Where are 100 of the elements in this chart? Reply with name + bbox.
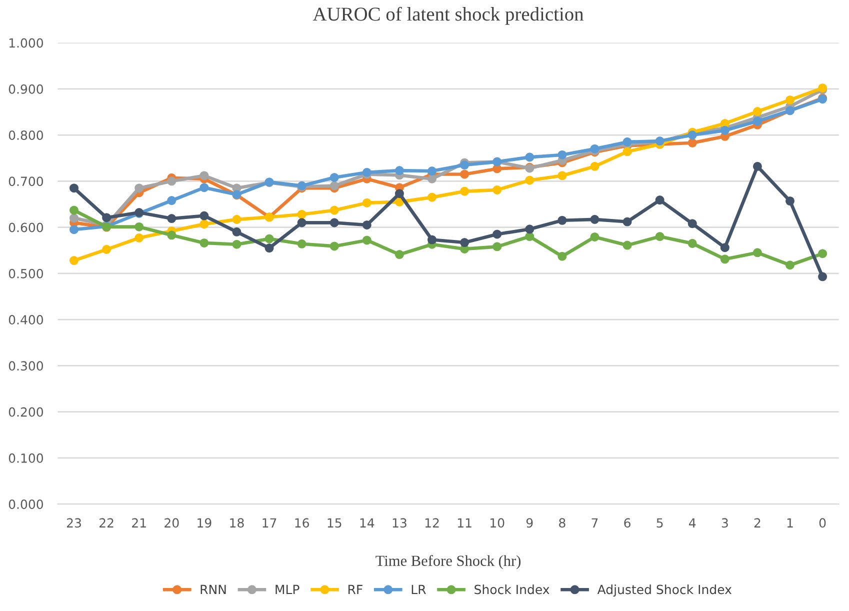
x-tick-label: 14 (360, 518, 374, 528)
x-tick-label: 7 (592, 518, 598, 528)
y-tick-label: 0.500 (8, 268, 44, 278)
point (264, 234, 274, 244)
x-tick-label: 21 (132, 518, 146, 528)
point (525, 232, 534, 242)
x-tick-label: 3 (722, 518, 728, 528)
point (720, 254, 730, 264)
point (622, 137, 632, 146)
x-tick-label: 22 (100, 518, 114, 528)
point (688, 138, 697, 148)
point (264, 244, 274, 253)
point (200, 220, 209, 229)
point (69, 184, 79, 193)
point (69, 214, 79, 223)
point (655, 196, 664, 205)
point (785, 260, 795, 270)
point (362, 220, 372, 230)
y-tick-label: 1.000 (9, 38, 44, 48)
x-axis-title: Time Before Shock (hr) (376, 555, 521, 570)
point (558, 150, 567, 160)
point (200, 183, 209, 192)
point (394, 166, 404, 176)
point (167, 230, 176, 240)
point (427, 192, 437, 202)
point (297, 218, 306, 228)
legend-label: MLP (276, 584, 300, 594)
point (167, 196, 176, 206)
y-tick-label: 0.900 (8, 84, 44, 94)
point (200, 171, 209, 180)
point (558, 252, 567, 261)
legend-label: Shock Index (474, 584, 550, 594)
point (818, 249, 828, 258)
point (69, 206, 79, 215)
point (427, 174, 437, 184)
y-tick-label: 0.600 (8, 222, 44, 232)
point (785, 95, 795, 104)
point (460, 160, 470, 170)
x-tick-label: 1 (787, 518, 793, 528)
point (232, 240, 242, 249)
y-tick-label: 0.300 (8, 361, 44, 371)
point (492, 185, 502, 194)
point (590, 232, 600, 242)
point (752, 116, 762, 126)
point (688, 238, 697, 248)
point (232, 214, 242, 224)
point (134, 222, 144, 232)
x-tick-label: 13 (392, 518, 406, 528)
point (200, 238, 209, 248)
x-tick-label: 12 (425, 518, 439, 528)
legend-label: Adjusted Shock Index (597, 584, 732, 597)
x-tick-label: 0 (819, 518, 826, 528)
point (525, 176, 534, 185)
x-tick-label: 4 (688, 518, 696, 528)
x-tick-label: 2 (754, 518, 760, 528)
point (330, 242, 339, 251)
point (558, 216, 567, 225)
x-tick-label: 5 (656, 518, 663, 528)
point (362, 198, 372, 208)
point (297, 239, 306, 248)
y-tick-label: 0.700 (8, 176, 44, 186)
x-tick-label: 9 (526, 518, 533, 528)
point (590, 162, 600, 171)
point (785, 196, 795, 206)
point (655, 232, 664, 242)
x-tick-label: 15 (328, 518, 342, 528)
point (427, 166, 437, 176)
x-tick-label: 10 (490, 518, 504, 528)
point (688, 219, 697, 228)
point (720, 243, 730, 252)
point (688, 130, 697, 140)
y-tick-label: 0.000 (8, 500, 44, 509)
point (69, 256, 79, 266)
y-tick-label: 0.100 (8, 453, 44, 463)
point (297, 210, 306, 219)
y-tick-label: 0.200 (8, 407, 44, 417)
point (590, 214, 600, 224)
point (330, 218, 339, 228)
point (362, 236, 372, 245)
point (167, 176, 176, 186)
point (460, 170, 470, 179)
point (134, 184, 144, 193)
point (492, 242, 502, 252)
x-tick-label: 16 (295, 518, 309, 528)
legend-label: RNN (200, 584, 226, 594)
point (134, 233, 144, 242)
point (167, 214, 176, 224)
point (102, 213, 112, 222)
point (102, 244, 112, 254)
point (232, 227, 242, 236)
point (330, 181, 339, 190)
point (200, 211, 209, 220)
point (558, 171, 567, 180)
point (752, 106, 762, 116)
x-tick-label: 20 (164, 518, 179, 528)
x-tick-label: 17 (262, 518, 276, 528)
point (525, 152, 534, 162)
y-tick-label: 0.800 (8, 130, 44, 140)
point (427, 235, 437, 244)
point (394, 189, 404, 198)
